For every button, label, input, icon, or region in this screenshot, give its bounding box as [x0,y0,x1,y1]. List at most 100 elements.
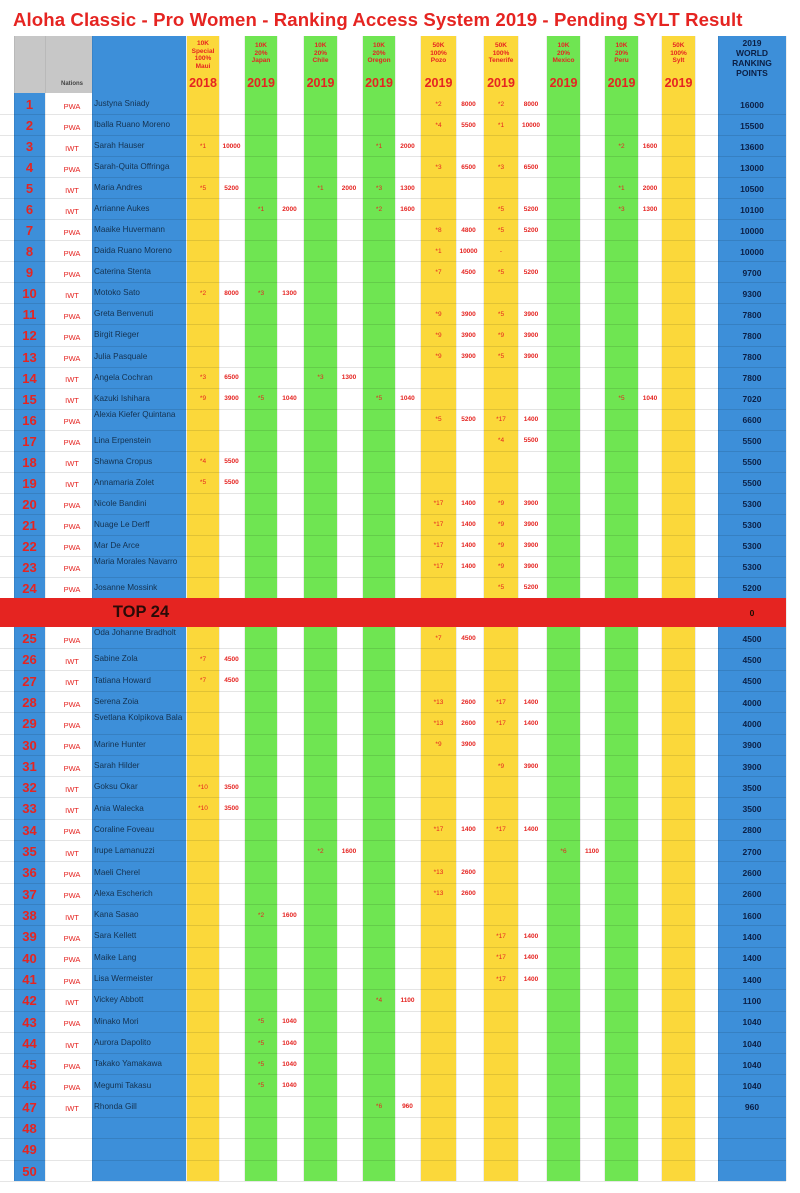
points: 1400 [523,698,539,706]
nation-label: PWA [63,269,81,279]
rider-name: Takako Yamakawa [94,1059,162,1069]
rank-number: 3 [25,139,34,155]
row-divider [0,1160,786,1161]
placing: *9 [497,521,505,529]
placing: *17 [496,975,506,983]
placing: *17 [496,719,506,727]
points: 5500 [224,458,239,466]
placing: *9 [435,741,442,749]
placing: *5 [497,353,505,361]
row-divider [0,219,786,220]
placing: *3 [618,205,625,213]
row-divider [0,388,786,389]
placing: *5 [257,1039,265,1047]
rank-number: 12 [22,328,37,344]
placing: *3 [257,289,265,297]
event-header: 50K 100% Tenerife 2019 [482,36,520,93]
total-points: 2800 [742,825,762,836]
row-divider [0,156,786,157]
rider-name: Alexa Escherich [94,888,153,898]
points: 5200 [523,268,539,276]
event-header-year: 2019 [549,76,578,90]
nation-label: PWA [63,1019,81,1029]
rank-number: 5 [25,181,34,197]
points: 1040 [400,395,415,403]
rank-number: 29 [22,716,37,732]
nation-label: IWT [65,396,79,406]
points: 2600 [461,869,476,877]
rider-name: Maike Lang [94,952,137,962]
points: 2600 [461,890,476,898]
top24-label: TOP 24 [112,603,170,621]
nation-label: PWA [63,763,81,773]
rank-number: 7 [25,223,34,239]
rank-number: 28 [22,694,37,710]
total-points: 1040 [742,1017,762,1028]
placing: *13 [433,719,444,727]
total-points: 4000 [742,718,762,729]
rider-name: Lina Erpenstein [94,435,151,445]
points: 6500 [523,163,539,171]
nation-label: PWA [63,522,81,532]
row-divider [0,177,786,178]
rank-number: 21 [22,517,37,533]
nation-label: IWT [65,656,79,666]
placing: *9 [435,353,442,361]
total-points: 5300 [742,541,762,552]
rider-name: Greta Benvenuti [94,309,154,319]
points: 3900 [523,331,539,339]
row-divider [0,883,786,884]
nation-label: IWT [65,784,79,794]
nation-label: IWT [65,912,79,922]
rank-number: 13 [22,349,37,365]
row-divider [0,535,786,536]
row-divider [0,1181,786,1182]
points: 1600 [400,205,415,213]
total-points: 3900 [742,740,762,751]
points: 1400 [523,826,539,834]
points: 1400 [523,932,539,940]
rider-name: Serena Zoia [94,697,139,707]
event-header: 10K Special 100% Maui 2018 [185,36,221,93]
rider-name: Josanne Mossink [94,582,158,592]
event-header-label: 10K 20% Oregon [367,42,391,64]
points: 2000 [642,184,658,192]
top24-points: 0 [749,608,755,618]
points: 1040 [282,395,297,403]
rider-name: Sarah-Quita Offringa [94,162,170,172]
event-header: 10K 20% Mexico 2019 [545,36,582,93]
total-points: 2700 [742,846,762,857]
points: 8000 [461,100,476,108]
placing: *5 [497,310,505,318]
placing: *9 [199,395,207,403]
placing: *7 [199,677,207,685]
total-points: 6600 [742,415,762,426]
total-points: 5300 [742,562,762,573]
points: 3900 [523,500,539,508]
placing: *9 [497,331,505,339]
rank-number: 47 [22,1099,37,1115]
points: 1040 [642,395,658,403]
placing: *5 [618,395,625,403]
row-divider [0,282,786,283]
rider-name: Maaike Huvermann [94,225,165,235]
placing: *17 [496,826,506,834]
placing: *17 [433,542,444,550]
nation-label: PWA [63,827,81,837]
points: 1400 [461,826,476,834]
row-divider [0,755,786,756]
total-points: 1040 [742,1059,762,1070]
rider-name: Birgit Rieger [94,330,140,340]
nation-column-header-bg [45,36,93,93]
placing: *9 [497,563,505,571]
row-divider [0,712,786,713]
nation-label: PWA [63,870,81,880]
nation-label: PWA [63,720,81,730]
placing: *9 [435,310,442,318]
nation-label: PWA [63,955,81,965]
rank-number: 30 [22,737,37,753]
points: 8000 [224,289,239,297]
total-points: 10100 [740,204,764,215]
nation-label: IWT [65,806,79,816]
points: 1040 [282,1018,297,1026]
